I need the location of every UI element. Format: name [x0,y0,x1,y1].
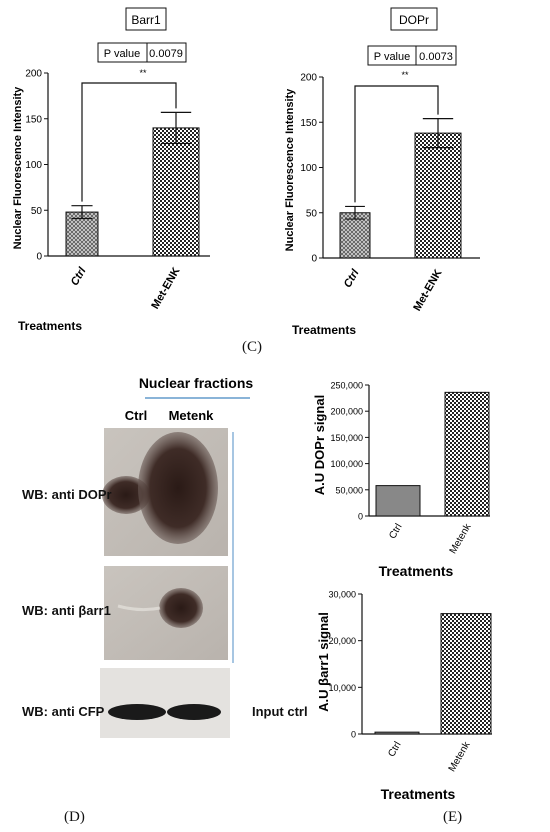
bar-ctrl [375,485,421,517]
lane-label-metenk: Metenk [169,408,215,423]
title-box [390,7,438,31]
y-tick-label: 150,000 [330,433,363,443]
x-axis-title: Treatments [18,319,82,333]
x-axis-title: Treatments [292,323,356,337]
y-tick-label: 50,000 [335,485,363,495]
y-tick-label: 200 [25,69,42,80]
panel-letter-c: (C) [242,339,262,355]
y-tick-label: 0 [311,254,317,265]
y-tick-label: 150 [25,114,42,125]
plot-area: 0 50 100 150 200 Ctrl Met-ENK [300,73,480,313]
row-label-dopr: WB: anti DOPr [22,487,112,502]
chart-dopr: DOPr P value 0.0073 ** 0 50 100 150 200 Ctrl M… [284,7,480,337]
p-value-label: P value [374,51,411,63]
title-box [125,7,167,31]
y-tick-label: 200 [300,73,317,84]
y-tick-label: 100 [300,163,317,174]
chart-au-dopr: 0 50,000 100,000 150,000 200,000 250,000 Ctrl M… [312,381,490,579]
bar-ctrl [374,731,420,735]
bar-met-enk [152,127,200,257]
band-barr1-metenk [159,588,203,628]
y-tick-label: 20,000 [328,636,356,646]
chart-au-barr1: 0 10,000 20,000 30,000 Ctrl Metenk Treatments… [316,590,492,802]
y-tick-label: 150 [300,118,317,129]
y-axis-title: Nuclear Fluorescence Intensity [12,86,24,249]
x-tick-label: Met-ENK [149,265,182,311]
y-tick-label: 10,000 [328,683,356,693]
p-value-box [97,42,187,63]
x-tick-label: Met-ENK [411,267,444,313]
x-axis-title: Treatments [381,786,456,802]
band-dopr-metenk [138,432,218,544]
y-tick-label: 50 [31,206,43,217]
x-tick-label: Metenk [447,739,473,774]
panel-letter-d: (D) [64,809,85,825]
y-tick-label: 30,000 [328,590,356,600]
western-blot-panel: Nuclear fractions Ctrl Metenk [100,375,253,738]
plot-area: 0 50,000 100,000 150,000 200,000 250,000 Ctrl M… [330,381,490,556]
blot-header: Nuclear fractions [139,375,254,391]
x-tick-label: Ctrl [387,522,404,541]
x-axis-title: Treatments [379,563,454,579]
chart-title: DOPr [399,13,429,27]
significance-stars: ** [401,70,409,80]
y-tick-label: 0 [351,730,356,740]
plot-area: 0 50 100 150 200 Ctrl Met-ENK [25,69,210,311]
p-value-box [367,45,457,66]
lane-label-ctrl: Ctrl [125,408,147,423]
band-cfp-ctrl [108,704,166,720]
chart-barr1: Barr1 P value 0.0079 ** 0 50 100 150 200 Ctrl… [12,7,210,333]
band-cfp-metenk [167,704,221,720]
y-tick-label: 250,000 [330,381,363,391]
x-tick-label: Ctrl [342,267,362,290]
y-axis-title: A.U DOPr signal [312,395,327,495]
bar-metenk [440,613,492,735]
panel-letter-e: (E) [443,809,463,825]
y-tick-label: 0 [358,512,363,522]
band-dopr-ctrl [102,476,150,514]
row-label-input-ctrl: Input ctrl [252,704,308,719]
y-tick-label: 200,000 [330,407,363,417]
y-axis-title: A.U βarr1 signal [316,612,331,712]
significance-bracket [354,85,439,203]
plot-area: 0 10,000 20,000 30,000 Ctrl Metenk [328,590,492,774]
p-value: 0.0073 [419,51,453,63]
significance-bracket [81,82,177,202]
bar-ctrl [339,212,371,259]
chart-title: Barr1 [131,13,161,27]
y-tick-label: 100,000 [330,459,363,469]
p-value-label: P value [104,48,141,60]
y-tick-label: 50 [306,208,318,219]
row-label-cfp: WB: anti CFP [22,704,105,719]
bar-metenk [444,391,490,517]
x-tick-label: Metenk [448,521,474,556]
x-tick-label: Ctrl [386,740,403,759]
bar-met-enk [414,132,462,259]
blot-cfp [100,668,230,738]
y-tick-label: 0 [36,252,42,263]
significance-stars: ** [139,68,147,78]
y-tick-label: 100 [25,160,42,171]
y-axis-title: Nuclear Fluorescence Intensity [284,88,296,251]
x-tick-label: Ctrl [69,265,89,288]
row-label-barr1: WB: anti βarr1 [22,603,111,618]
p-value: 0.0079 [149,48,183,60]
